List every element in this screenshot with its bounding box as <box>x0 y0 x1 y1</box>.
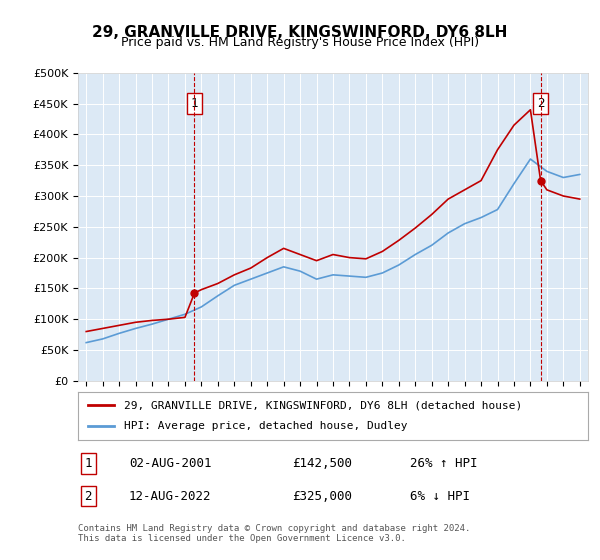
Text: 6% ↓ HPI: 6% ↓ HPI <box>409 489 470 503</box>
Text: £325,000: £325,000 <box>292 489 352 503</box>
Text: 2: 2 <box>537 97 544 110</box>
Text: 29, GRANVILLE DRIVE, KINGSWINFORD, DY6 8LH (detached house): 29, GRANVILLE DRIVE, KINGSWINFORD, DY6 8… <box>124 400 522 410</box>
Text: 2: 2 <box>85 489 92 503</box>
Text: Price paid vs. HM Land Registry's House Price Index (HPI): Price paid vs. HM Land Registry's House … <box>121 36 479 49</box>
Text: Contains HM Land Registry data © Crown copyright and database right 2024.
This d: Contains HM Land Registry data © Crown c… <box>78 524 470 543</box>
Text: £142,500: £142,500 <box>292 457 352 470</box>
Text: HPI: Average price, detached house, Dudley: HPI: Average price, detached house, Dudl… <box>124 421 407 431</box>
Text: 12-AUG-2022: 12-AUG-2022 <box>129 489 212 503</box>
Text: 29, GRANVILLE DRIVE, KINGSWINFORD, DY6 8LH: 29, GRANVILLE DRIVE, KINGSWINFORD, DY6 8… <box>92 25 508 40</box>
Text: 1: 1 <box>85 457 92 470</box>
Text: 02-AUG-2001: 02-AUG-2001 <box>129 457 212 470</box>
Text: 26% ↑ HPI: 26% ↑ HPI <box>409 457 477 470</box>
Text: 1: 1 <box>191 97 198 110</box>
